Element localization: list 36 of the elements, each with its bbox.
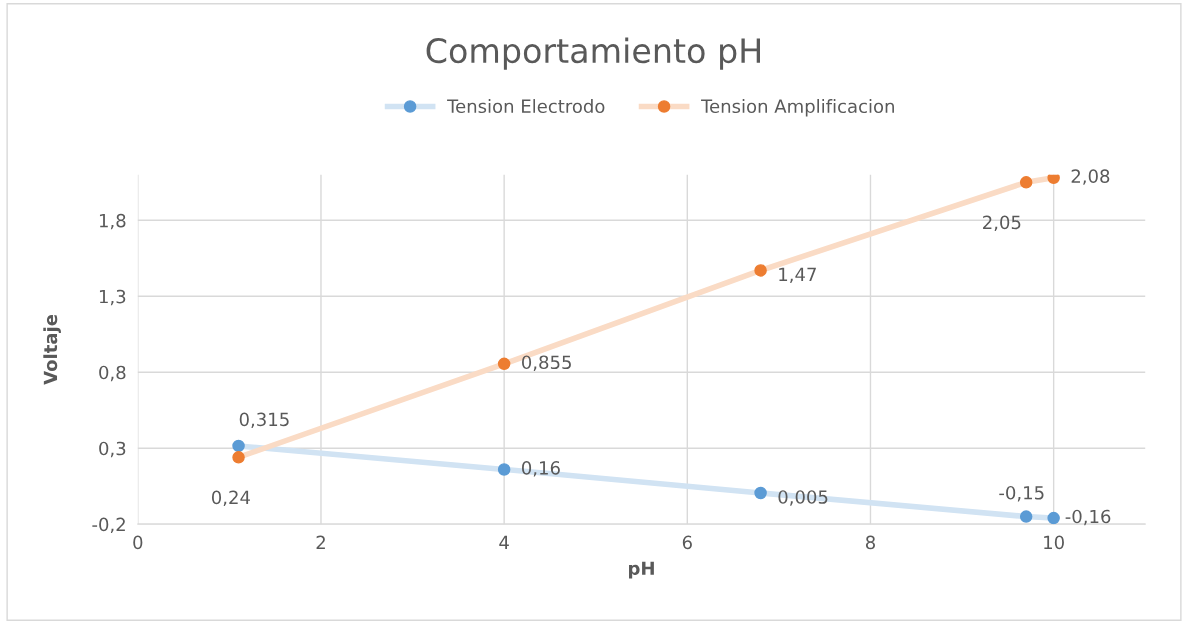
point [754, 486, 767, 500]
point [497, 357, 511, 371]
data-label: 0,16 [522, 461, 560, 477]
point [497, 463, 511, 476]
data-label: -0,16 [1065, 509, 1111, 526]
data-label: 1,47 [779, 267, 816, 284]
point [232, 439, 245, 453]
y-tick-label: -0,2 [92, 517, 125, 534]
y-tick-label: 0,8 [99, 365, 126, 382]
point [1047, 511, 1060, 525]
point [232, 451, 245, 464]
data-label: -0,15 [999, 485, 1044, 502]
x-tick-label: 0 [133, 535, 143, 550]
y-axis-title: Voltaje [43, 314, 61, 385]
data-label: 0,24 [211, 490, 250, 507]
x-tick-label: 10 [1044, 535, 1064, 550]
y-tick-label: 0,3 [99, 441, 126, 458]
point [1019, 510, 1033, 523]
legend-label: Tension Amplificacion [701, 99, 894, 117]
x-axis-title: pH [629, 561, 654, 579]
x-tick-label: 8 [865, 535, 875, 550]
chart-title: Comportamiento pH [426, 37, 760, 70]
point [1019, 176, 1033, 189]
data-label: 2,08 [1071, 169, 1110, 185]
y-tick-label: 1,3 [99, 289, 126, 306]
data-label: 0,005 [778, 490, 828, 506]
legend-label: Tension Electrodo [447, 99, 605, 114]
data-label: 2,05 [983, 215, 1021, 232]
x-tick-label: 6 [682, 535, 692, 550]
x-tick-label: 4 [499, 535, 509, 549]
x-tick-label: 2 [316, 535, 325, 549]
point [1047, 174, 1060, 185]
point [754, 264, 767, 277]
data-label: 0,855 [522, 355, 571, 371]
y-tick-label: 1,8 [99, 213, 126, 230]
data-label: 0,315 [239, 412, 289, 428]
